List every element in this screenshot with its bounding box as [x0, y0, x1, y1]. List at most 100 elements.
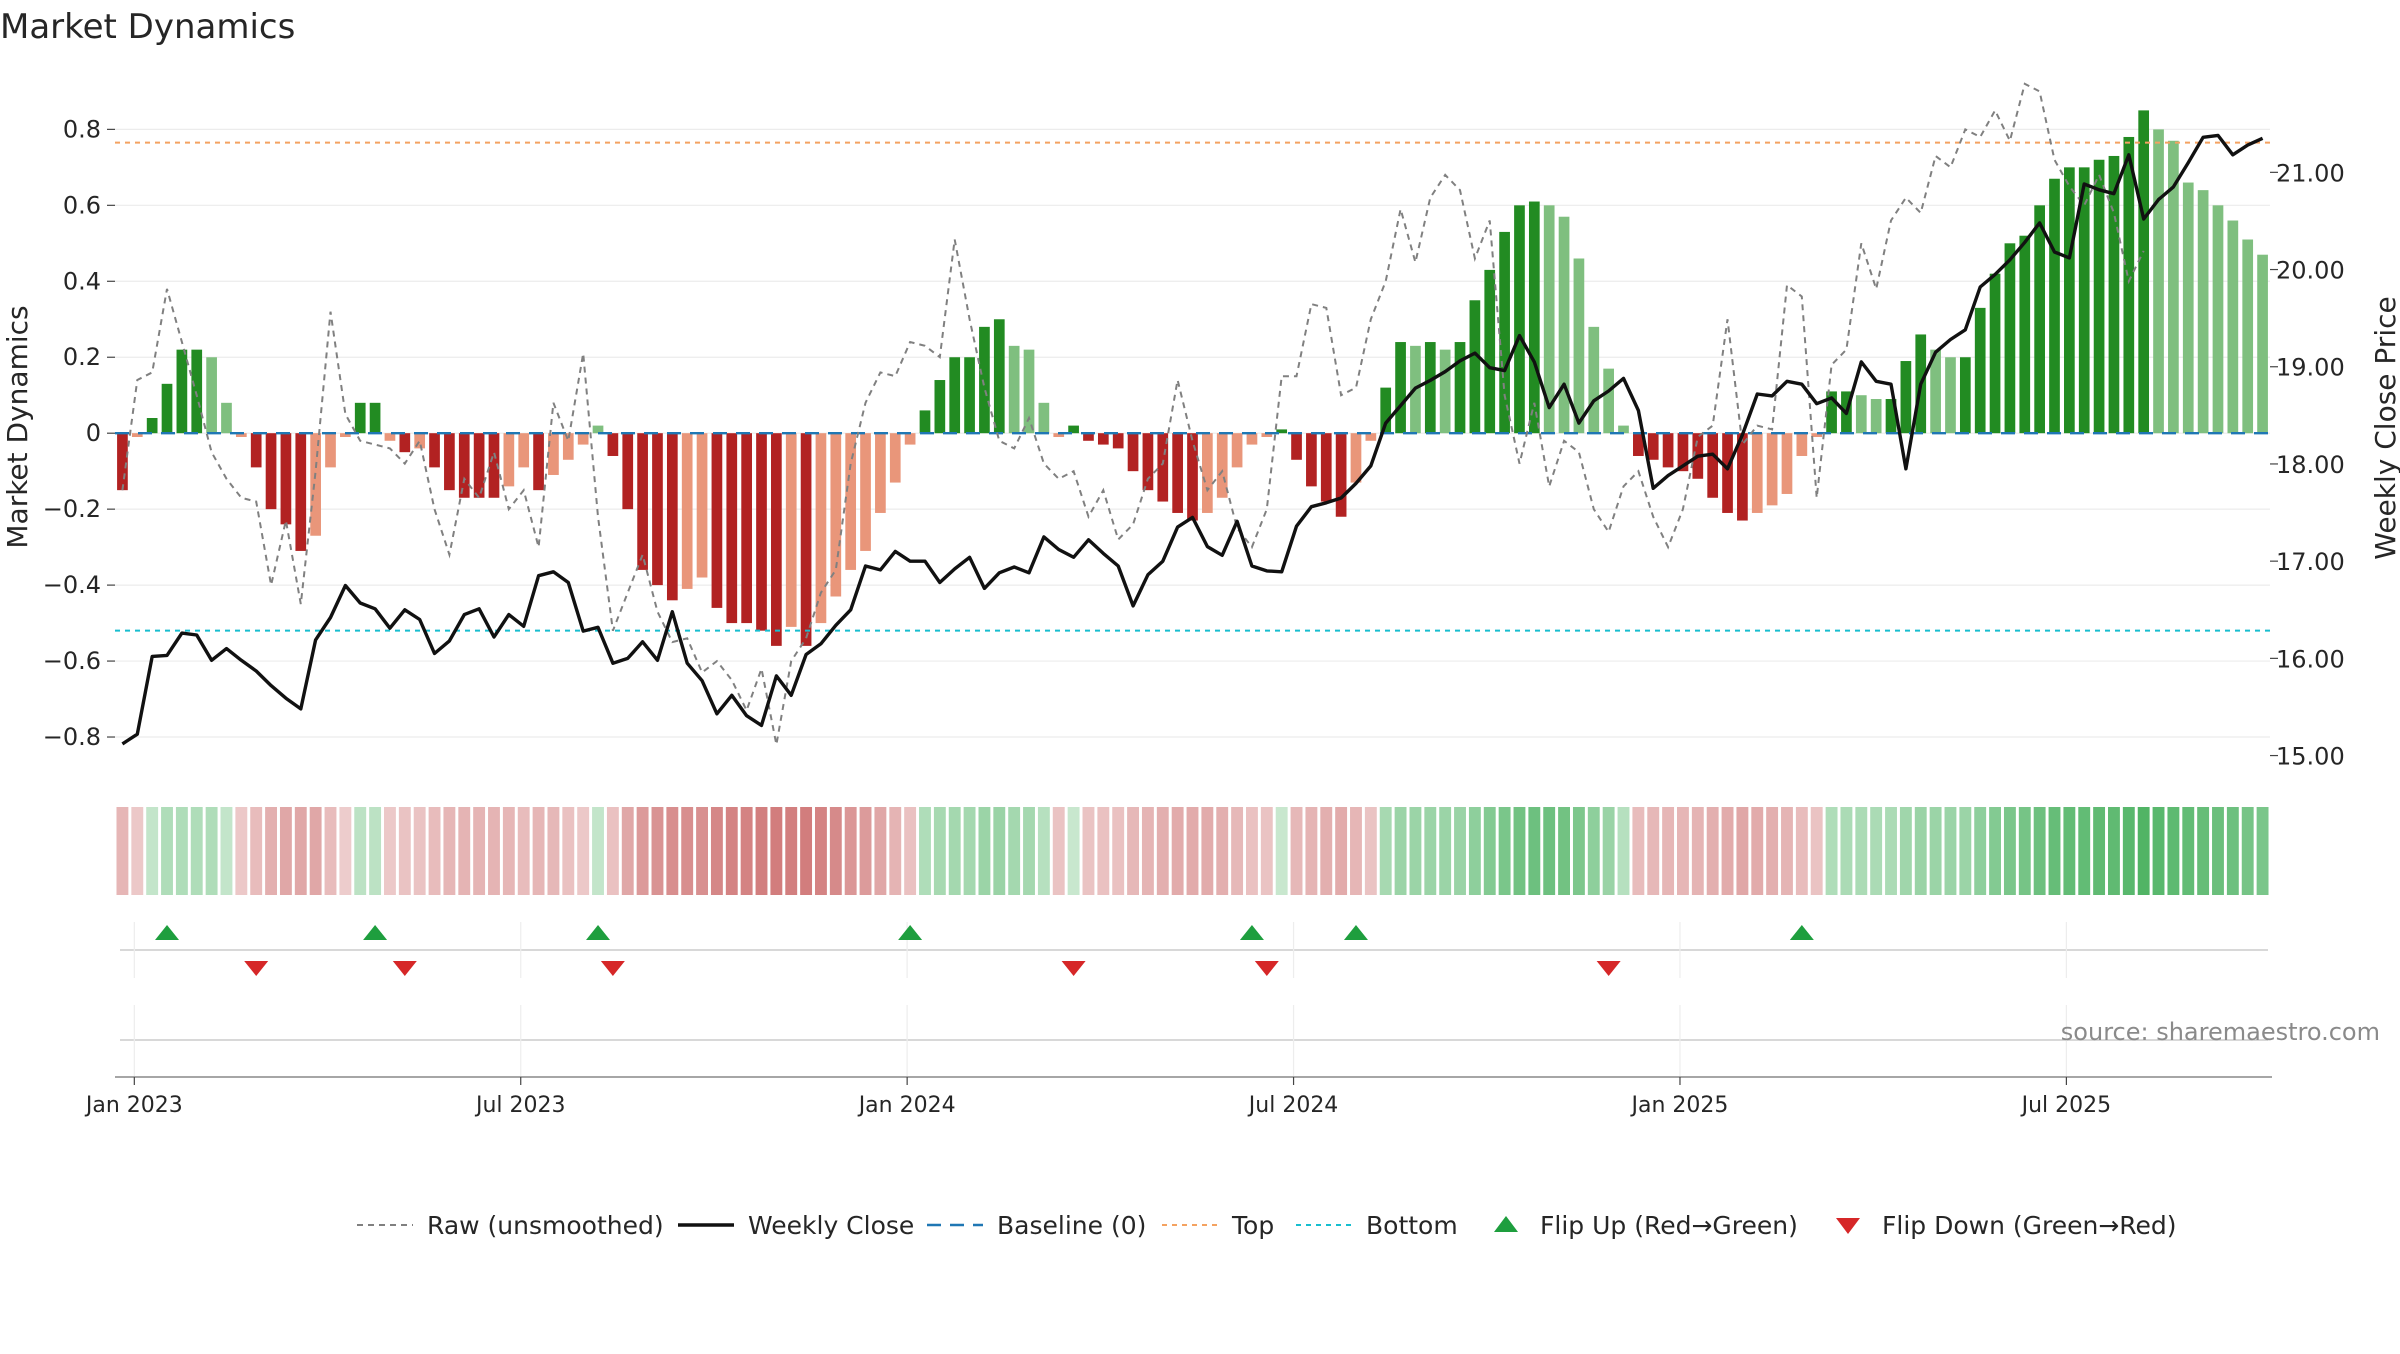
bar	[652, 433, 663, 586]
bar	[1885, 399, 1897, 434]
bar	[1811, 433, 1823, 437]
y-tick-label: 0.6	[63, 191, 101, 219]
flip-down-marker	[1596, 961, 1621, 976]
regime-strip-cell	[889, 807, 902, 895]
bar	[1945, 357, 1956, 434]
x-tick-label: Jan 2024	[857, 1093, 956, 1118]
legend-label: Flip Down (Green→Red)	[1882, 1211, 2177, 1240]
bar	[533, 433, 544, 491]
bar	[1618, 425, 1629, 434]
bar	[1677, 433, 1689, 472]
bar	[785, 433, 797, 627]
x-tick-label: Jul 2025	[2020, 1093, 2112, 1118]
regime-strip-cell	[606, 807, 619, 895]
bar	[637, 433, 648, 570]
bar	[1306, 433, 1317, 487]
bar	[1142, 433, 1154, 491]
bar	[2034, 205, 2045, 434]
regime-strip-cell	[1082, 807, 1095, 895]
bar	[206, 357, 217, 434]
bar	[429, 433, 440, 468]
bar	[1974, 307, 1986, 434]
bar	[1261, 433, 1273, 437]
regime-strip-cell	[1350, 807, 1362, 895]
flip-up-marker	[1789, 925, 1814, 940]
regime-strip-cell	[1498, 807, 1511, 895]
bar	[458, 433, 470, 498]
flip-up-marker	[155, 925, 180, 940]
bar	[384, 433, 396, 441]
flip-up-marker	[1343, 925, 1368, 940]
regime-strip-cell	[175, 807, 188, 895]
bar	[1350, 433, 1362, 483]
y-right-tick-label: 15.00	[2276, 743, 2345, 771]
regime-strip-cell	[1112, 807, 1125, 895]
bar	[1335, 433, 1347, 517]
regime-strip-cell	[770, 807, 783, 895]
regime-strip-cell	[2226, 807, 2239, 895]
bar	[1499, 231, 1510, 434]
bar	[711, 433, 723, 608]
bar	[2168, 140, 2179, 434]
regime-strip-cell	[324, 807, 337, 895]
regime-strip-cell	[1409, 807, 1422, 895]
bar	[414, 433, 426, 449]
bar	[221, 402, 232, 434]
regime-strip-cell	[904, 807, 917, 895]
regime-strip-cell	[1989, 807, 2001, 895]
legend-swatch	[1494, 1216, 1518, 1232]
bar	[2123, 136, 2135, 434]
regime-strip-cell	[1662, 807, 1675, 895]
regime-strip-cell	[1424, 807, 1437, 895]
regime-strip-cell	[205, 807, 218, 895]
regime-strip-cell	[1766, 807, 1779, 895]
bar	[666, 433, 678, 601]
bar	[1959, 357, 1971, 434]
regime-strip-cell	[161, 807, 173, 895]
raw-series	[121, 82, 2145, 745]
regime-strip-cell	[1959, 807, 1972, 895]
regime-strip-cell	[250, 807, 263, 895]
bar	[1380, 387, 1392, 434]
bar	[1796, 433, 1808, 456]
legend-label: Bottom	[1366, 1211, 1458, 1240]
regime-strip-cell	[1677, 807, 1689, 895]
regime-strip-cell	[755, 807, 768, 895]
regime-strip-cell	[1023, 807, 1035, 895]
bar	[1707, 433, 1719, 498]
regime-strip-cell	[1468, 807, 1481, 895]
bar	[1870, 399, 1882, 434]
bar	[1112, 433, 1124, 449]
bar	[741, 433, 752, 624]
regime-strip-cell	[473, 807, 486, 895]
regime-strip-cell	[1231, 807, 1244, 895]
regime-strip-cell	[978, 807, 991, 895]
regime-strip-cell	[398, 807, 411, 895]
regime-strip-cell	[1186, 807, 1199, 895]
bar	[1484, 269, 1496, 434]
bar	[993, 319, 1005, 434]
regime-strip-cell	[2122, 807, 2135, 895]
regime-strip-cell	[1320, 807, 1333, 895]
regime-strip-cell	[1305, 807, 1318, 895]
legend-swatch	[1836, 1218, 1860, 1234]
regime-strip-cell	[1691, 807, 1704, 895]
bar	[1514, 205, 1525, 434]
regime-strip-cell	[1587, 807, 1600, 895]
regime-strip-cell	[933, 807, 946, 895]
regime-strip-cell	[235, 807, 248, 895]
bar	[191, 349, 203, 434]
bar	[800, 433, 812, 646]
bar	[904, 433, 916, 445]
bar	[756, 433, 767, 631]
regime-strip-cell	[1885, 807, 1897, 895]
regime-strip-cell	[1141, 807, 1154, 895]
y-axis-label: Market Dynamics	[1, 305, 34, 548]
regime-strip-cell	[919, 807, 931, 895]
regime-strip-cell	[2256, 807, 2269, 895]
bar	[2138, 110, 2150, 434]
bar	[1202, 433, 1213, 513]
regime-strip-cell	[1602, 807, 1615, 895]
